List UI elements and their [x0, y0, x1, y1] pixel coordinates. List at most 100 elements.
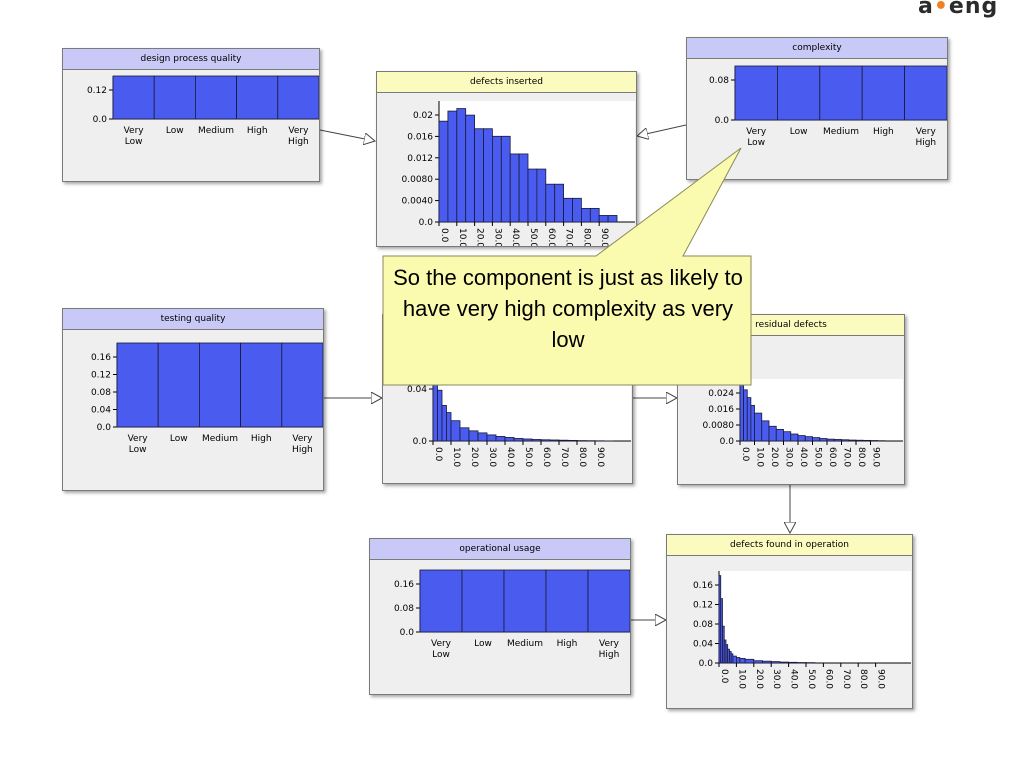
x-tick-label: 20.0 [754, 669, 764, 689]
edge-complexity-to-inserted [637, 124, 687, 136]
y-tick-label: 0.08 [394, 604, 414, 614]
y-tick-label: 0.16 [91, 353, 111, 363]
node-title: operational usage [370, 539, 630, 560]
x-tick-label: Medium [202, 434, 238, 444]
bar [777, 65, 821, 121]
x-tick-label: 70.0 [841, 669, 851, 689]
x-tick-label: 90.0 [595, 447, 605, 467]
x-tick-label: 70.0 [564, 228, 574, 246]
y-tick-label: 0.0080 [402, 175, 434, 185]
bar [281, 342, 323, 428]
x-tick-label: 30.0 [771, 669, 781, 689]
logo: a•eng [918, 0, 999, 19]
bar [157, 342, 200, 428]
chart-svg: 0.02 0.016 0.012 0.0080 0.0040 0.0 0.0 10.0 20.0… [402, 101, 635, 246]
x-tick-label: Low [790, 127, 808, 137]
bar [240, 342, 283, 428]
bar [198, 342, 241, 428]
node-defects-found-in-operation[interactable]: defects found in operation 0.16 0.12 0.08 0… [666, 534, 913, 709]
x-tick-label: Very High [599, 639, 620, 660]
x-tick-label: 0.0 [433, 447, 443, 462]
x-tick-label: 30.0 [492, 228, 502, 246]
y-tick-label: 0.0 [413, 437, 428, 447]
plot-area [719, 571, 911, 663]
x-tick-label: Low [474, 639, 492, 649]
x-tick-label: 50.0 [528, 228, 538, 246]
x-tick-label: 20.0 [469, 447, 479, 467]
x-tick-label: High [247, 126, 268, 136]
bar [153, 75, 196, 120]
y-tick-label: 0.0 [419, 218, 434, 228]
node-residual-defects[interactable]: residual defects 0.024 0.016 0.0080 0.0 0.0 1… [677, 314, 905, 485]
y-tick-label: 0.12 [87, 86, 107, 96]
y-tick-label: 0.0 [715, 116, 730, 126]
bar [904, 65, 947, 121]
bar [607, 215, 618, 223]
x-tick-label: 0.0 [740, 447, 750, 462]
y-tick-label: 0.12 [91, 371, 111, 381]
chart-svg: 0.16 0.12 0.08 0.04 0.0 Very Low Low Medium High V… [91, 342, 323, 455]
bar [503, 569, 547, 633]
x-tick-label: High [251, 434, 272, 444]
node-operational-usage[interactable]: operational usage 0.16 0.08 0.0 Very Low Low M… [369, 538, 631, 695]
y-tick-label: 0.0 [93, 115, 108, 125]
y-tick-label: 0.04 [91, 406, 111, 416]
edge-design-to-inserted [319, 129, 375, 141]
x-tick-label: 80.0 [856, 447, 866, 467]
chart-svg: 0.16 0.12 0.08 0.04 0.0 0.0 10.0 20.0 30.0 40.0 50… [693, 571, 911, 689]
x-tick-label: 40.0 [789, 669, 799, 689]
x-tick-label: 70.0 [559, 447, 569, 467]
chart-svg: 0.08 0.0 Very Low Low Medium High Very High [709, 65, 947, 148]
node-title: design process quality [63, 49, 319, 70]
x-tick-label: Low [170, 434, 188, 444]
x-tick-label: 20.0 [769, 447, 779, 467]
x-tick-label: 10.0 [736, 669, 746, 689]
x-tick-label: Very Low [431, 639, 452, 660]
bar [545, 569, 589, 633]
y-tick-label: 0.016 [708, 405, 734, 415]
node-defects-inserted[interactable]: defects inserted 0.02 0.016 0.012 0.0080 0.0… [376, 71, 637, 247]
y-tick-label: 0.016 [407, 132, 433, 142]
node-design-process-quality[interactable]: design process quality 0.12 0.0 Very Low Low… [62, 48, 320, 182]
y-tick-label: 0.0080 [703, 421, 735, 431]
node-title: defects found in operation [667, 535, 912, 556]
x-tick-label: 10.0 [457, 228, 467, 246]
y-tick-label: 0.08 [709, 76, 729, 86]
x-tick-label: 80.0 [581, 228, 591, 246]
bar [236, 75, 279, 120]
chart-svg: 0.04 0.0 0.0 10.0 20.0 30.0 40.0 50.0 60.0 70.0 80… [407, 375, 631, 467]
chart-svg: 0.024 0.016 0.0080 0.0 0.0 10.0 20.0 30.0 40.0 50… [703, 378, 903, 467]
x-tick-label: 0.0 [439, 228, 449, 243]
y-tick-label: 0.08 [91, 388, 111, 398]
y-tick-label: 0.012 [407, 154, 433, 164]
bar [587, 569, 630, 633]
y-tick-label: 0.0040 [402, 197, 434, 207]
bar [734, 65, 778, 121]
chart-svg: 0.12 0.0 Very Low Low Medium High Very High [87, 75, 319, 147]
x-tick-label: 50.0 [806, 669, 816, 689]
node-title: complexity [687, 38, 947, 59]
x-tick-label: Very Low [128, 434, 149, 455]
x-tick-label: 10.0 [755, 447, 765, 467]
y-tick-label: 0.16 [693, 581, 713, 591]
node-title: testing quality [63, 309, 323, 330]
bar [277, 75, 319, 120]
y-tick-label: 0.024 [708, 389, 734, 399]
node-testing-quality[interactable]: testing quality 0.16 0.12 0.08 0.04 0.0 Very L… [62, 308, 324, 491]
node-complexity[interactable]: complexity 0.08 0.0 Very Low Low Medium High Ve… [686, 37, 948, 180]
x-tick-label: 30.0 [487, 447, 497, 467]
x-tick-label: Very High [915, 127, 936, 148]
x-tick-label: 70.0 [842, 447, 852, 467]
x-tick-label: 40.0 [510, 228, 520, 246]
x-tick-label: High [873, 127, 894, 137]
x-tick-label: 30.0 [784, 447, 794, 467]
bar [819, 65, 863, 121]
x-tick-label: High [557, 639, 578, 649]
chart-svg: 0.16 0.08 0.0 Very Low Low Medium High Very High [394, 569, 630, 660]
y-tick-label: 0.04 [693, 640, 713, 650]
x-tick-label: Very Low [124, 126, 145, 147]
x-tick-label: 10.0 [451, 447, 461, 467]
x-tick-label: 90.0 [876, 669, 886, 689]
